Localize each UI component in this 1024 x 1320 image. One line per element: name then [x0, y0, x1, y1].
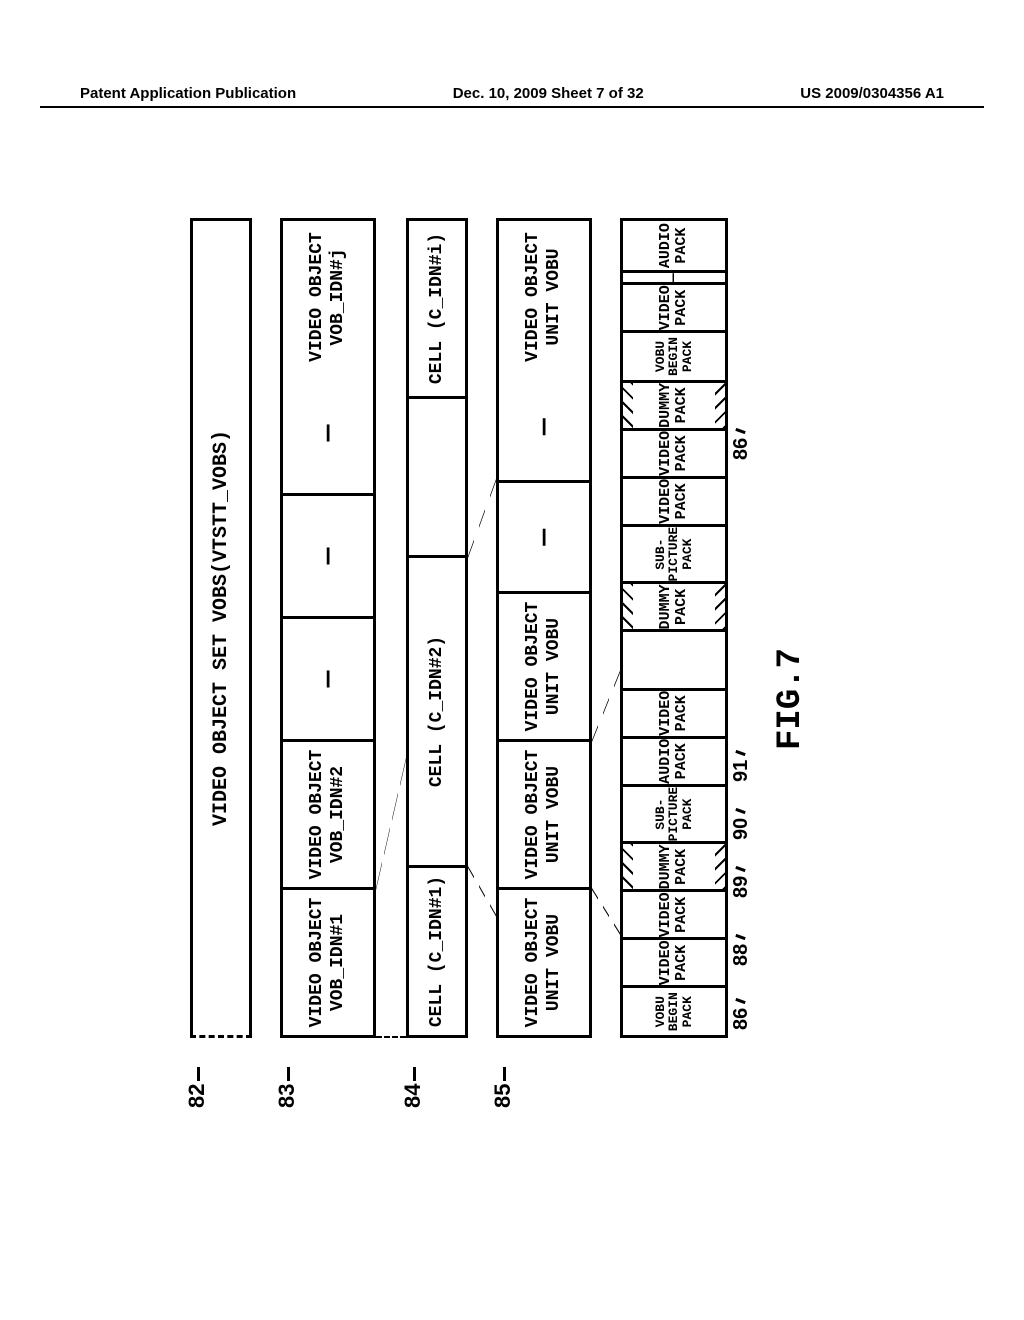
vob-j: VIDEO OBJECT VOB_IDN#j: [283, 221, 373, 373]
header-rule: [40, 106, 984, 108]
level3-row: CELL (C_IDN#1) CELL (C_IDN#2) CELL (C_ID…: [406, 218, 468, 1038]
level1-row: VIDEO OBJECT SET VOBS(VTSTT_VOBS): [190, 218, 252, 1038]
diagram: 82 VIDEO OBJECT SET VOBS(VTSTT_VOBS) 83 …: [20, 348, 920, 948]
ref-83: 83: [274, 1067, 300, 1108]
ref-89: 89: [730, 864, 753, 898]
pack-sub-2: SUB-PICTURE PACK: [623, 524, 725, 582]
vobu-dash2: —: [499, 373, 589, 481]
pack-dummy-1: DUMMY PACK: [623, 841, 725, 889]
vobu-dash1: —: [499, 481, 589, 592]
header-center: Dec. 10, 2009 Sheet 7 of 32: [453, 85, 644, 102]
vob-dash1: —: [283, 616, 373, 739]
pack-video-3: VIDEO PACK: [623, 688, 725, 736]
pack-video-5: VIDEO PACK: [623, 428, 725, 476]
pack-vobu-begin-2: VOBU BEGIN PACK: [623, 330, 725, 380]
pack-vobu-begin-1: VOBU BEGIN PACK: [623, 985, 725, 1035]
ref-86a: 86: [730, 996, 753, 1030]
pack-audio-2: AUDIO PACK: [623, 221, 725, 270]
pack-audio-1: AUDIO PACK: [623, 736, 725, 784]
pack-gap-2: —: [623, 270, 725, 282]
cell-dash: [409, 396, 465, 555]
vob-dash2: —: [283, 493, 373, 616]
spread-l3-l4-right: [468, 479, 496, 558]
pack-video-1: VIDEO PACK: [623, 937, 725, 985]
vobu-1: VIDEO OBJECT UNIT VOBU: [499, 887, 589, 1035]
ref-85: 85: [490, 1067, 516, 1108]
spread-l4-l5-left: [592, 888, 620, 935]
header-right: US 2009/0304356 A1: [800, 85, 944, 102]
ref-82: 82: [184, 1067, 210, 1108]
vobs-title: VIDEO OBJECT SET VOBS(VTSTT_VOBS): [193, 221, 249, 1035]
pack-sub-1: SUB-PICTURE PACK: [623, 784, 725, 842]
page-header: Patent Application Publication Dec. 10, …: [80, 85, 944, 102]
cell-1: CELL (C_IDN#1): [409, 865, 465, 1035]
ref-88: 88: [730, 932, 753, 966]
vobu-2: VIDEO OBJECT UNIT VOBU: [499, 739, 589, 887]
pack-dummy-3: DUMMY PACK: [623, 380, 725, 428]
cell-2: CELL (C_IDN#2): [409, 555, 465, 865]
pack-dummy-2: DUMMY PACK: [623, 581, 725, 629]
vobu-n: VIDEO OBJECT UNIT VOBU: [499, 221, 589, 373]
vob-dash3: —: [283, 373, 373, 493]
pack-video-6: VIDEO PACK: [623, 282, 725, 330]
pack-video-4: VIDEO PACK: [623, 476, 725, 524]
ref-84: 84: [400, 1067, 426, 1108]
pack-video-2: VIDEO PACK: [623, 889, 725, 937]
vob-2: VIDEO OBJECT VOB_IDN#2: [283, 739, 373, 887]
vob-1: VIDEO OBJECT VOB_IDN#1: [283, 887, 373, 1035]
level2-row: VIDEO OBJECT VOB_IDN#1 VIDEO OBJECT VOB_…: [280, 218, 376, 1038]
spread-l2-l3-left: [376, 1036, 406, 1038]
ref-86b: 86: [730, 426, 753, 460]
pack-gap-1: [623, 629, 725, 687]
level5-row: VOBU BEGIN PACK VIDEO PACK VIDEO PACK DU…: [620, 218, 728, 1038]
level4-row: VIDEO OBJECT UNIT VOBU VIDEO OBJECT UNIT…: [496, 218, 592, 1038]
vobu-3: VIDEO OBJECT UNIT VOBU: [499, 591, 589, 739]
cell-i: CELL (C_IDN#i): [409, 221, 465, 396]
spread-l4-l5-right: [592, 671, 620, 742]
header-left: Patent Application Publication: [80, 85, 296, 102]
ref-91: 91: [730, 748, 753, 782]
spread-l3-l4-left: [468, 866, 496, 916]
ref-90: 90: [730, 806, 753, 840]
spread-l2-l3-right: [376, 90, 406, 890]
